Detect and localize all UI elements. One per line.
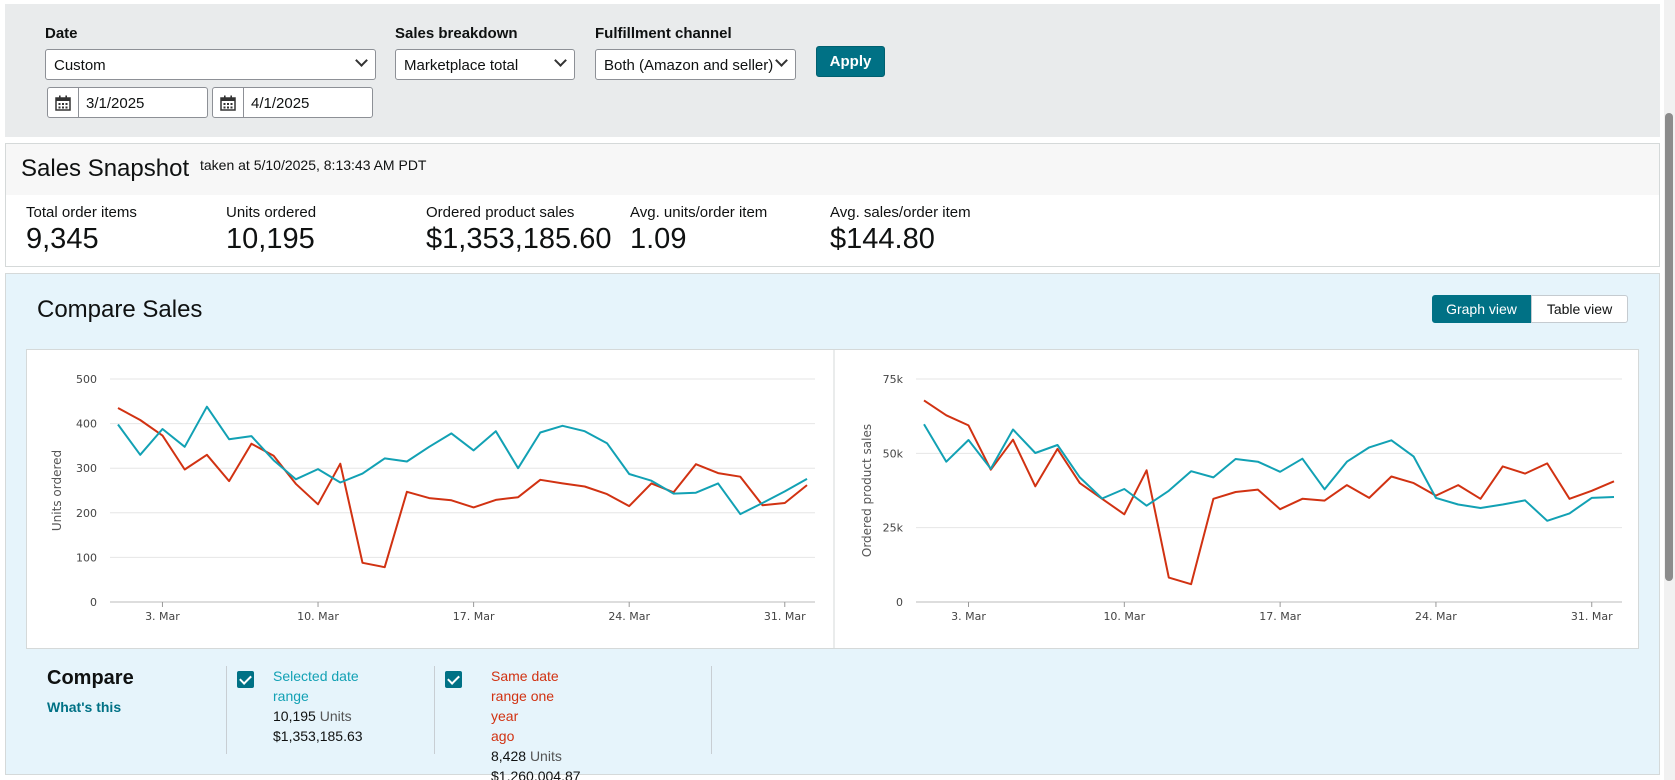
series-line-previous-year xyxy=(923,399,1615,586)
table-view-button[interactable]: Table view xyxy=(1531,295,1628,323)
compare-sales-title: Compare Sales xyxy=(37,296,203,323)
legend-previous-sales: $1,260,004.87 xyxy=(491,768,581,780)
compare-charts-svg: 0 100 200 300 400 500 3. Mar 10. Mar 17. Mar 24. … xyxy=(50,350,1622,648)
legend-selected-name: Selected date range xyxy=(273,668,359,704)
x-tick-label: 24. Mar xyxy=(1415,610,1457,623)
series-line-selected-range xyxy=(923,423,1615,522)
legend-previous-units: 8,428 Units xyxy=(491,746,581,766)
sales-snapshot-header: Sales Snapshot taken at 5/10/2025, 8:13:… xyxy=(5,143,1660,196)
metric-value: 10,195 xyxy=(226,223,315,255)
legend-divider xyxy=(226,666,227,754)
y-tick-label: 400 xyxy=(76,418,97,431)
end-date-value: 4/1/2025 xyxy=(251,95,310,112)
legend-selected-units-word: Units xyxy=(319,708,352,724)
series-line-selected-range xyxy=(117,405,808,516)
legend-previous-units-word: Units xyxy=(529,748,562,764)
metric-value: $1,353,185.60 xyxy=(426,223,612,255)
selected-range-checkbox[interactable] xyxy=(237,671,254,688)
compare-legend-title: Compare xyxy=(47,667,134,689)
snapshot-timestamp: taken at 5/10/2025, 8:13:43 AM PDT xyxy=(200,157,427,173)
y-tick-label: 100 xyxy=(76,551,97,564)
legend-divider xyxy=(434,666,435,754)
legend-selected-units: 10,195 Units xyxy=(273,706,363,726)
y-tick-label: 25k xyxy=(883,522,904,535)
x-tick-label: 3. Mar xyxy=(145,610,180,623)
metric-value: 9,345 xyxy=(26,223,99,255)
metric-avg-sales-order-item: Avg. sales/order item $144.80 xyxy=(830,204,971,256)
y-tick-label: 500 xyxy=(76,373,97,386)
y-tick-label: 300 xyxy=(76,462,97,475)
x-tick-label: 3. Mar xyxy=(951,610,986,623)
legend-previous-name-line2: ago xyxy=(491,728,515,744)
y-axis-label: Ordered product sales xyxy=(860,424,874,557)
metric-ordered-product-sales: Ordered product sales $1,353,185.60 xyxy=(426,204,611,256)
chevron-down-icon xyxy=(775,54,788,67)
metric-label: Avg. units/order item xyxy=(630,204,768,221)
date-range-select[interactable]: Custom xyxy=(45,49,376,80)
legend-previous-name-line1: Same date range one year xyxy=(491,668,559,724)
start-date-value: 3/1/2025 xyxy=(86,95,145,112)
x-tick-label: 10. Mar xyxy=(297,610,339,623)
whats-this-link[interactable]: What's this xyxy=(47,699,122,715)
fulfillment-channel-value: Both (Amazon and seller) xyxy=(604,57,774,74)
previous-year-checkbox[interactable] xyxy=(445,671,462,688)
y-tick-label: 50k xyxy=(883,447,904,460)
apply-button[interactable]: Apply xyxy=(816,46,885,77)
charts-container: 0 100 200 300 400 500 3. Mar 10. Mar 17. Mar 24. … xyxy=(26,349,1639,649)
legend-previous-units-value: 8,428 xyxy=(491,748,527,764)
sales-snapshot-metrics: Total order items 9,345 Units ordered 10… xyxy=(5,195,1660,267)
date-filter-label: Date xyxy=(45,25,78,42)
metric-value: $144.80 xyxy=(830,223,935,255)
y-axis-label: Units ordered xyxy=(50,450,64,531)
calendar-icon[interactable] xyxy=(48,88,79,117)
x-tick-label: 31. Mar xyxy=(764,610,806,623)
graph-view-button[interactable]: Graph view xyxy=(1432,295,1531,323)
date-range-select-value: Custom xyxy=(54,57,106,74)
legend-divider xyxy=(711,666,712,754)
metric-total-order-items: Total order items 9,345 xyxy=(26,204,137,256)
x-tick-label: 17. Mar xyxy=(453,610,495,623)
x-tick-label: 24. Mar xyxy=(608,610,650,623)
metric-label: Units ordered xyxy=(226,204,317,221)
y-tick-label: 0 xyxy=(90,596,97,609)
sales-snapshot-title: Sales Snapshot xyxy=(21,155,190,182)
chevron-down-icon xyxy=(355,54,368,67)
start-date-input[interactable]: 3/1/2025 xyxy=(47,87,208,118)
metric-avg-units-order-item: Avg. units/order item 1.09 xyxy=(630,204,767,256)
x-tick-label: 10. Mar xyxy=(1103,610,1145,623)
legend-previous-text: Same date range one year ago 8,428 Units… xyxy=(491,666,581,780)
calendar-icon[interactable] xyxy=(213,88,244,117)
fulfillment-channel-select[interactable]: Both (Amazon and seller) xyxy=(595,49,796,80)
filter-bar: Date Custom 3/1/2025 4/1/2025 Sales brea… xyxy=(5,4,1660,137)
compare-sales-panel: Compare Sales Graph view Table view 0 100… xyxy=(5,273,1660,780)
sales-breakdown-select[interactable]: Marketplace total xyxy=(395,49,575,80)
fulfillment-channel-label: Fulfillment channel xyxy=(595,25,732,42)
metric-label: Total order items xyxy=(26,204,137,221)
metric-label: Avg. sales/order item xyxy=(830,204,971,221)
sales-breakdown-value: Marketplace total xyxy=(404,57,519,74)
series-line-previous-year xyxy=(117,407,808,569)
legend-selected-units-value: 10,195 xyxy=(273,708,316,724)
x-tick-label: 31. Mar xyxy=(1571,610,1613,623)
legend-selected-sales: $1,353,185.63 xyxy=(273,728,363,744)
chevron-down-icon xyxy=(554,54,567,67)
metric-units-ordered: Units ordered 10,195 xyxy=(226,204,316,256)
end-date-input[interactable]: 4/1/2025 xyxy=(212,87,373,118)
metric-label: Ordered product sales xyxy=(426,204,575,221)
x-tick-label: 17. Mar xyxy=(1259,610,1301,623)
y-tick-label: 0 xyxy=(896,596,903,609)
y-tick-label: 75k xyxy=(883,373,904,386)
legend-selected-text: Selected date range 10,195 Units $1,353,… xyxy=(273,666,363,746)
metric-value: 1.09 xyxy=(630,223,687,255)
y-tick-label: 200 xyxy=(76,507,97,520)
sales-breakdown-label: Sales breakdown xyxy=(395,25,518,42)
scrollbar-thumb[interactable] xyxy=(1665,113,1673,581)
